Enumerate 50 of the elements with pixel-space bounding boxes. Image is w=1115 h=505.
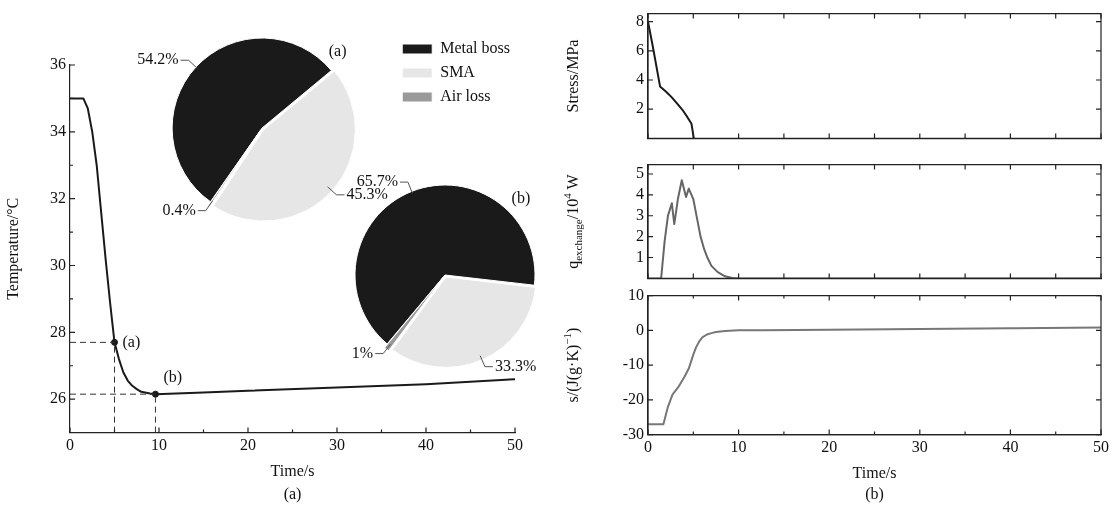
x-tick-label: 50 (1093, 438, 1109, 456)
y-axis-title: s/(J(g·K)−1) (560, 327, 583, 403)
y-axis-title: Stress/MPa (564, 39, 582, 113)
legend-label: SMA (440, 63, 476, 81)
y-tick-label: 30 (50, 255, 66, 273)
chart-title: (a) (328, 41, 347, 60)
x-tick-label: 30 (329, 436, 345, 454)
y-tick-label: 4 (636, 70, 644, 88)
y-tick-label: 5 (636, 164, 644, 182)
y-tick-label: 36 (50, 55, 66, 73)
data-label: 0.4% (162, 200, 196, 218)
data-label: 45.3% (346, 185, 388, 203)
y-axis-title: Temperature/°C (4, 197, 23, 300)
legend-label: Air loss (440, 87, 491, 105)
x-tick-label: 30 (911, 438, 928, 456)
y-tick-label: 3 (636, 205, 644, 223)
text: (b) (511, 188, 531, 207)
annotation: (b) (163, 368, 183, 387)
data-label: 54.2% (137, 50, 179, 68)
y-tick-label: -10 (622, 355, 644, 373)
y-tick-label: 6 (636, 41, 644, 59)
text: (a) (283, 485, 302, 504)
y-tick-label: 26 (50, 389, 66, 407)
x-tick-label: 50 (507, 436, 523, 454)
x-tick-label: 20 (240, 436, 256, 454)
x-tick-label: 40 (1002, 438, 1019, 456)
x-axis-title: Time/s (270, 461, 315, 479)
annotation: (a) (122, 332, 141, 351)
y-tick-label: 1 (636, 247, 644, 265)
y-tick-label: -20 (622, 390, 644, 408)
legend-label: Metal boss (440, 39, 511, 57)
y-tick-label: 34 (50, 122, 66, 140)
text: (b) (865, 485, 884, 504)
data-label: 33.3% (494, 356, 537, 374)
y-tick-label: 8 (636, 11, 644, 29)
x-axis-title: Time/s (852, 463, 897, 481)
y-tick-label: 0 (636, 320, 644, 338)
y-tick-label: 2 (636, 226, 644, 244)
x-tick-label: 20 (821, 438, 838, 456)
x-tick-label: 10 (730, 438, 747, 456)
y-tick-label: 4 (636, 185, 644, 203)
y-axis-title: qexchange/104 W (560, 173, 584, 269)
x-tick-label: 10 (151, 436, 167, 454)
y-tick-label: 32 (50, 188, 66, 206)
x-tick-label: 40 (418, 436, 434, 454)
y-tick-label: 2 (636, 99, 644, 117)
y-tick-label: 28 (50, 322, 66, 340)
y-tick-label: -30 (622, 424, 644, 442)
y-tick-label: 10 (628, 285, 644, 303)
data-label: 1% (351, 343, 374, 361)
